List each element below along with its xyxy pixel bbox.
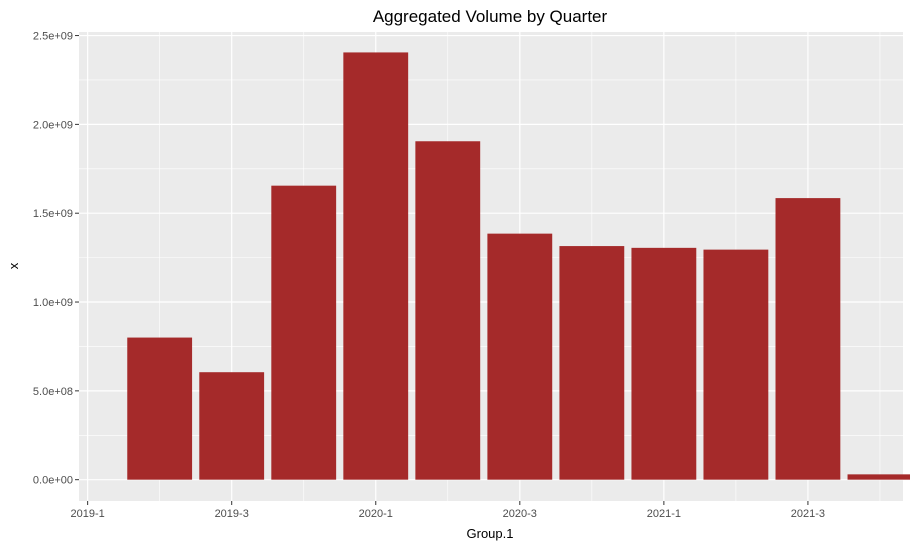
y-tick-label: 2.0e+09 — [33, 119, 73, 131]
y-axis: 0.0e+00 5.0e+08 1.0e+09 1.5e+09 2.0e+09 2.5e+… — [33, 31, 79, 487]
bar — [415, 141, 481, 480]
y-tick-label: 2.5e+09 — [33, 31, 73, 43]
x-tick-label: 2021-3 — [791, 508, 825, 520]
bar — [631, 247, 697, 480]
x-tick-label: 2021-1 — [647, 508, 681, 520]
x-axis-title: Group.1 — [467, 526, 514, 541]
bar — [271, 185, 337, 480]
bar — [127, 337, 193, 480]
bar — [703, 249, 769, 480]
y-tick-label: 1.0e+09 — [33, 297, 73, 309]
y-tick-label: 0.0e+00 — [33, 475, 73, 487]
y-axis-title: x — [6, 262, 21, 269]
x-axis: 2019-1 2019-3 2020-1 2020-3 2021-1 2021-3 — [71, 501, 825, 520]
y-tick-label: 5.0e+08 — [33, 386, 73, 398]
bar — [847, 474, 910, 480]
bar — [559, 246, 625, 480]
x-tick-label: 2020-3 — [503, 508, 537, 520]
x-tick-label: 2019-1 — [71, 508, 105, 520]
bar — [343, 52, 409, 480]
bars — [127, 52, 910, 480]
bar — [775, 198, 841, 480]
x-tick-label: 2020-1 — [359, 508, 393, 520]
bar — [487, 233, 553, 480]
bar — [199, 372, 265, 480]
chart-title: Aggregated Volume by Quarter — [373, 7, 608, 26]
y-tick-label: 1.5e+09 — [33, 208, 73, 220]
x-tick-label: 2019-3 — [215, 508, 249, 520]
